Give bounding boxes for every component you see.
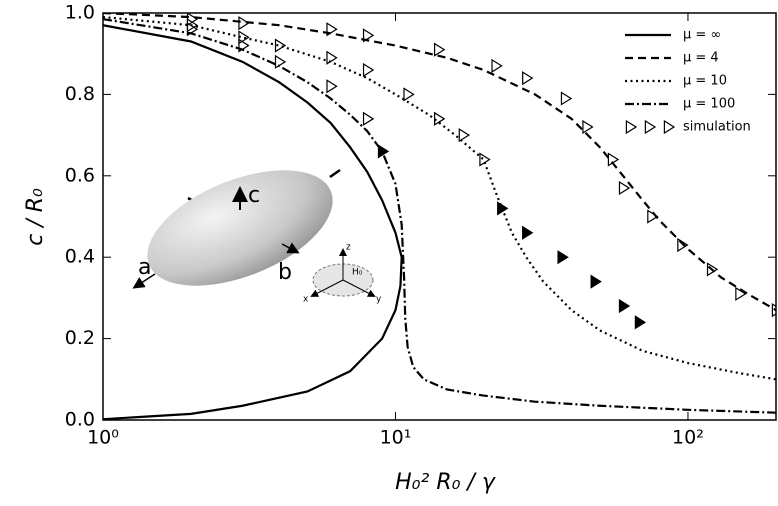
sim-marker — [735, 286, 747, 301]
y-tick-label: 0.4 — [65, 246, 95, 268]
sim-marker — [434, 42, 446, 57]
sim-marker — [560, 91, 573, 106]
legend-label: μ = 100 — [683, 97, 735, 112]
sim-marker — [238, 38, 250, 53]
sim-marker — [618, 180, 631, 196]
sim-marker — [362, 62, 375, 78]
sim-marker — [582, 119, 594, 135]
axes-frame — [102, 12, 777, 421]
y-tick-label: 0.8 — [65, 83, 95, 105]
sim-marker — [522, 71, 534, 86]
sim-marker — [677, 237, 689, 253]
sim-marker — [362, 28, 375, 43]
sim-marker — [590, 274, 602, 289]
sim-marker — [706, 262, 719, 277]
series-line — [103, 18, 776, 414]
sim-marker — [618, 298, 631, 314]
sim-marker — [377, 144, 390, 159]
x-tick-label: 10⁰ — [87, 427, 119, 449]
series-line — [103, 24, 403, 420]
sim-marker — [607, 152, 620, 167]
sim-marker — [771, 303, 776, 318]
sim-marker — [458, 128, 471, 143]
legend-label: simulation — [683, 120, 751, 135]
y-tick-label: 1.0 — [65, 2, 95, 24]
label-a: a — [138, 255, 151, 280]
sim-marker — [186, 22, 199, 37]
label-y: y — [376, 295, 382, 305]
x-tick-label: 10² — [672, 427, 704, 449]
legend-label: μ = 4 — [683, 51, 719, 66]
x-axis-label: H₀² R₀ / γ — [395, 470, 496, 495]
legend-label: μ = 10 — [683, 74, 727, 89]
sim-marker — [479, 152, 491, 167]
legend-marker — [644, 119, 657, 135]
sim-marker — [497, 201, 509, 216]
legend-marker — [663, 119, 676, 135]
label-x: x — [303, 295, 309, 305]
sim-marker — [238, 30, 250, 45]
y-tick-label: 0.6 — [65, 164, 95, 186]
sim-marker — [434, 111, 446, 126]
series-line — [103, 15, 776, 381]
sim-marker — [326, 79, 338, 94]
sim-marker — [274, 54, 287, 69]
sim-marker — [362, 111, 375, 126]
legend-marker — [625, 119, 638, 135]
label-h0: H₀ — [352, 268, 363, 278]
sim-marker — [326, 22, 338, 37]
sim-marker — [238, 16, 250, 31]
series-line — [103, 13, 776, 312]
y-tick-label: 0.0 — [65, 409, 95, 431]
x-tick-label: 10¹ — [380, 427, 412, 449]
y-tick-label: 0.2 — [65, 327, 95, 349]
sim-marker — [647, 209, 659, 224]
label-b: b — [278, 260, 292, 285]
sim-marker — [326, 50, 338, 65]
ellipsoid-inset: a b c x y z H₀ — [132, 168, 382, 305]
sim-marker — [274, 38, 287, 53]
plot-area — [103, 13, 776, 420]
sim-marker — [634, 315, 647, 330]
sim-marker — [403, 87, 415, 102]
sim-marker — [557, 250, 569, 265]
y-axis-label: c / R₀ — [23, 188, 48, 246]
sim-marker — [491, 58, 503, 73]
sim-marker — [522, 225, 534, 240]
sim-marker — [186, 13, 199, 27]
label-c: c — [248, 183, 260, 208]
legend-label: μ = ∞ — [683, 28, 721, 43]
label-z: z — [346, 243, 351, 253]
